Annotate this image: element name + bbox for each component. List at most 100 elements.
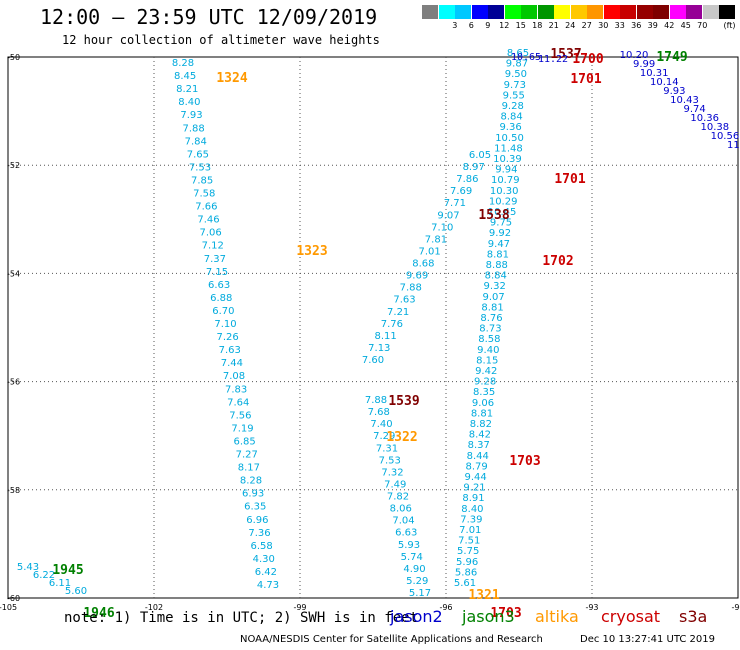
- pass-time-label: 1702: [542, 254, 573, 269]
- wave-height-value: 10.39: [493, 154, 522, 165]
- wave-height-value: 9.28: [502, 101, 524, 112]
- longitude-tick-label: -99: [293, 603, 306, 612]
- wave-height-value: 6.93: [242, 489, 264, 500]
- wave-height-value: 5.60: [65, 586, 87, 597]
- wave-height-value: 7.10: [214, 319, 236, 330]
- wave-height-value: 9.74: [683, 104, 705, 115]
- pass-time-label: 11.22: [538, 54, 568, 65]
- wave-height-value: 7.88: [182, 123, 204, 134]
- wave-height-value: 6.63: [395, 528, 417, 539]
- page-title: 12:00 — 23:59 UTC 12/09/2019: [40, 5, 378, 29]
- pass-time-label: 1539: [388, 394, 419, 409]
- latitude-tick-label: -58: [7, 486, 20, 495]
- wave-height-value: 6.11: [49, 578, 71, 589]
- wave-height-value: 7.08: [223, 371, 245, 382]
- color-scale-label: 33: [614, 21, 625, 30]
- wave-height-value: 7.86: [456, 174, 478, 185]
- wave-height-value: 9.28: [474, 377, 496, 388]
- wave-height-value: 4.30: [253, 554, 275, 565]
- wave-height-value: 6.22: [33, 570, 55, 581]
- color-scale-label: 6: [468, 21, 474, 30]
- wave-height-value: 10.29: [489, 196, 518, 207]
- wave-height-value: 7.26: [216, 332, 238, 343]
- wave-height-value: 7.71: [444, 198, 466, 209]
- color-scale-label: 36: [631, 21, 642, 30]
- wave-height-value: 8.28: [172, 58, 194, 69]
- color-scale-label: 42: [664, 21, 675, 30]
- wave-height-value: 7.01: [419, 246, 441, 257]
- pass-time-label: 1749: [656, 50, 687, 65]
- color-swatch: [488, 5, 504, 19]
- wave-height-value: 8.97: [463, 162, 485, 173]
- wave-height-value: 8.68: [412, 259, 434, 270]
- color-swatch: [537, 5, 554, 19]
- legend-jason2: jason2: [390, 607, 443, 626]
- wave-height-value: 8.15: [476, 355, 498, 366]
- wave-height-value: 8.28: [240, 476, 262, 487]
- wave-height-value: 8.91: [462, 493, 484, 504]
- wave-height-value: 8.40: [461, 504, 483, 515]
- wave-height-value: 6.70: [212, 306, 234, 317]
- color-scale-label: 45: [680, 21, 691, 30]
- track-east-descending: 10.209.9910.3110.149.9310.439.7410.3610.…: [620, 50, 740, 151]
- wave-height-value: 10.43: [670, 95, 699, 106]
- wave-height-value: 8.45: [174, 71, 196, 82]
- wave-height-value: 10.50: [495, 133, 524, 144]
- pass-time-label: 1537: [550, 47, 581, 62]
- wave-height-value: 9.21: [463, 483, 485, 494]
- wave-height-tracks: 8.28 8.45 8.21 8.40 7.93 7.88 7.84 7.65 7.53 7.85…: [17, 48, 740, 599]
- pass-time-label: 1321: [468, 588, 499, 603]
- color-swatch: [686, 5, 702, 19]
- wave-height-value: 6.35: [244, 502, 266, 513]
- longitude-tick-label: -90: [731, 603, 740, 612]
- wave-height-value: 5.43: [17, 562, 39, 573]
- wave-height-value: 7.27: [236, 450, 258, 461]
- wave-height-value: 9.07: [437, 210, 459, 221]
- credit-line: NOAA/NESDIS Center for Satellite Applica…: [240, 634, 543, 645]
- wave-height-value: 9.75: [490, 218, 512, 229]
- track-mid-ascending: 6.058.977.867.697.719.077.107.817.01 8.68…: [362, 150, 491, 366]
- wave-height-value: 9.69: [406, 271, 428, 282]
- color-scale-label: 18: [532, 21, 543, 30]
- color-swatch: [653, 5, 669, 19]
- color-scale-label: 70: [697, 21, 708, 30]
- longitude-tick-label: -105: [0, 603, 17, 612]
- wave-height-value: 10.36: [690, 113, 719, 124]
- wave-height-value: 9.36: [499, 122, 521, 133]
- wave-height-value: 7.63: [393, 295, 415, 306]
- wave-height-value: 9.42: [475, 366, 497, 377]
- wave-height-value: 9.07: [482, 292, 504, 303]
- legend-s3a: s3a: [679, 607, 708, 626]
- color-scale-unit: (ft): [723, 21, 736, 30]
- longitude-tick-label: -96: [439, 603, 452, 612]
- wave-height-value: 8.84: [501, 112, 523, 123]
- wave-height-value: 7.63: [219, 345, 241, 356]
- wave-height-value: 7.64: [227, 397, 249, 408]
- wave-height-value: 5.74: [401, 552, 423, 563]
- color-scale-label: 21: [548, 21, 559, 30]
- wave-height-value: 8.79: [466, 461, 488, 472]
- color-swatch: [554, 5, 570, 19]
- map-grid: [7, 56, 739, 599]
- wave-height-value: 9.94: [495, 165, 517, 176]
- wave-height-value: 7.76: [381, 319, 403, 330]
- wave-height-value: 7.36: [248, 528, 270, 539]
- page-subtitle: 12 hour collection of altimeter wave hei…: [62, 33, 380, 47]
- wave-height-value: 7.04: [392, 516, 414, 527]
- wave-height-value: 8.21: [176, 84, 198, 95]
- wave-height-value: 9.40: [477, 345, 499, 356]
- wave-height-value: 5.61: [454, 578, 476, 589]
- latitude-tick-label: -60: [7, 594, 20, 603]
- wave-height-value: 7.82: [387, 492, 409, 503]
- wave-height-value: 5.93: [398, 540, 420, 551]
- wave-height-value: 8.37: [468, 440, 490, 451]
- wave-height-value: 7.88: [400, 283, 422, 294]
- longitude-tick-label: -93: [585, 603, 598, 612]
- latitude-tick-label: -54: [7, 269, 20, 278]
- color-scale-label: 27: [581, 21, 592, 30]
- track-west-descending: 8.28 8.45 8.21 8.40 7.93 7.88 7.84 7.65 7.53 7.85…: [172, 58, 279, 591]
- color-swatch: [719, 5, 735, 19]
- wave-height-value: 10.38: [700, 122, 729, 133]
